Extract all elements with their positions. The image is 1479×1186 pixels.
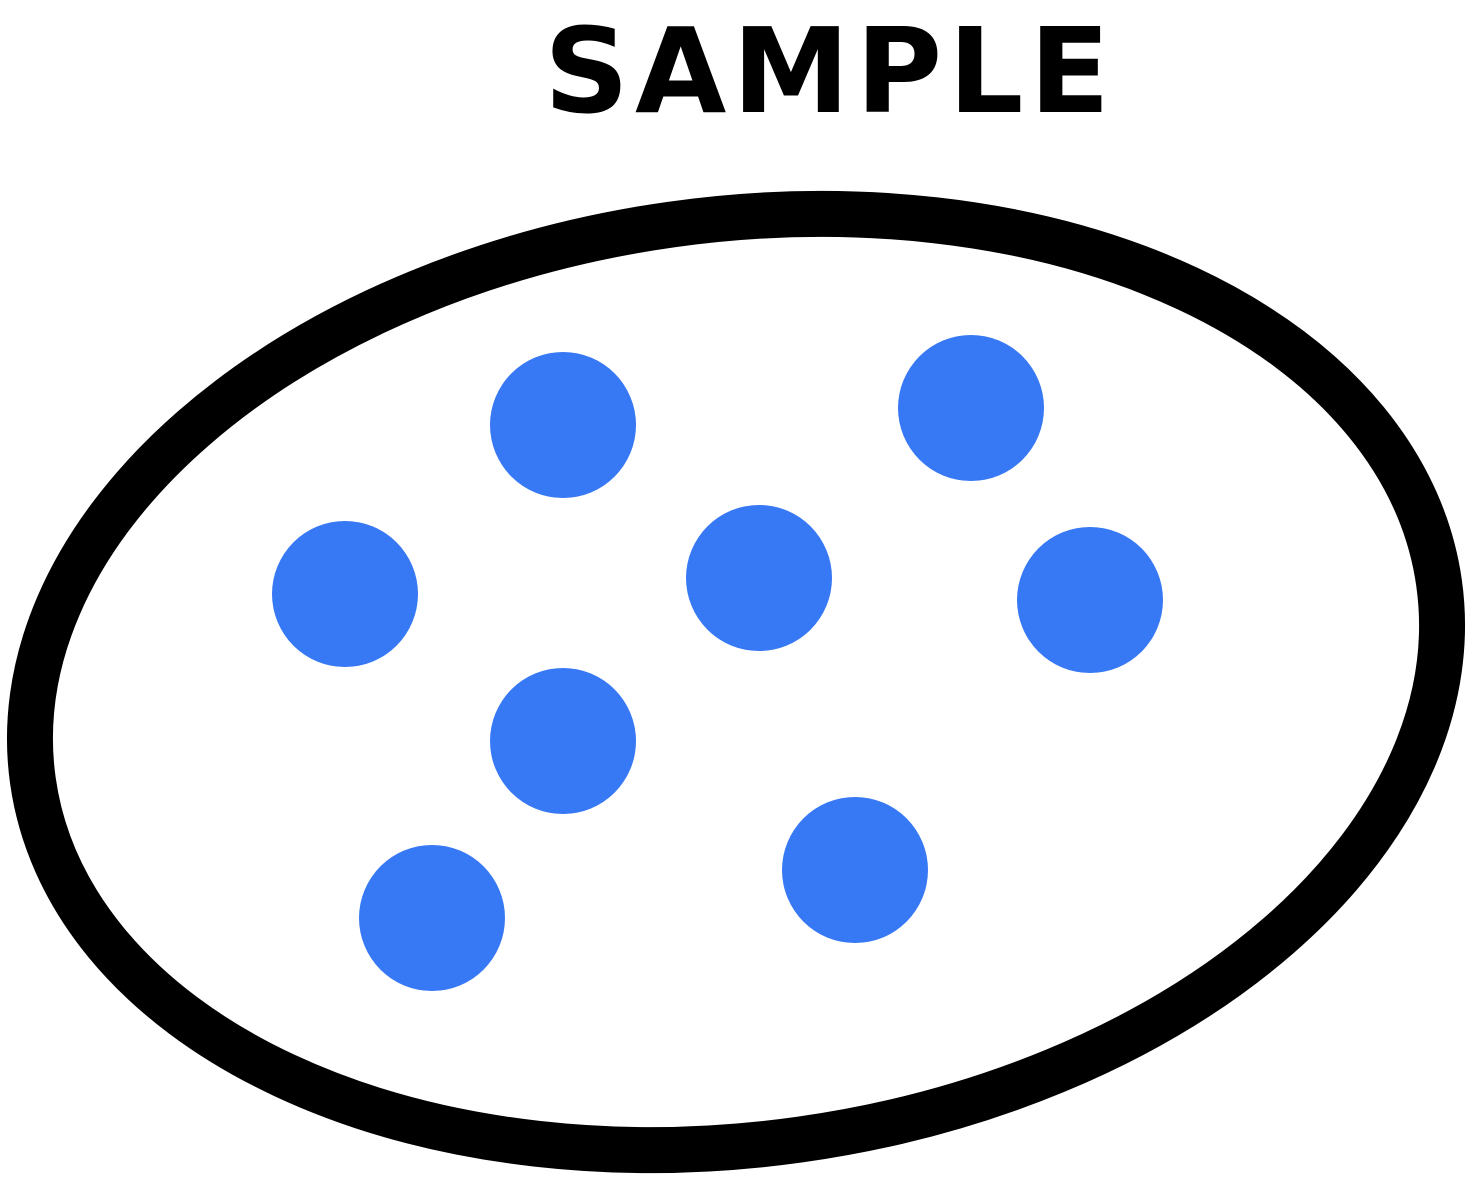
- diagram-title: SAMPLE: [544, 2, 1116, 140]
- sample-dot: [490, 668, 636, 814]
- sample-dot: [782, 797, 928, 943]
- sample-dot: [898, 335, 1044, 481]
- sample-dot: [686, 505, 832, 651]
- sample-dot: [272, 521, 418, 667]
- sample-dot: [359, 845, 505, 991]
- sample-members: [272, 335, 1163, 991]
- sample-boundary: [6, 190, 1466, 1174]
- sample-dot: [1017, 527, 1163, 673]
- sample-dot: [490, 352, 636, 498]
